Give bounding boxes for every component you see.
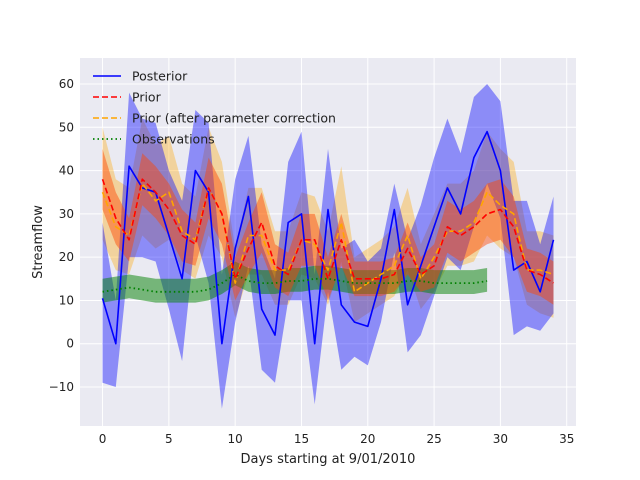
plot-background xyxy=(80,58,576,426)
posterior-line xyxy=(101,130,555,345)
uncertainty-bands xyxy=(102,84,554,409)
x-tick-label: 5 xyxy=(165,432,173,446)
x-tick-label: 35 xyxy=(559,432,574,446)
legend-label: Posterior xyxy=(132,69,188,84)
x-tick-label: 20 xyxy=(360,432,375,446)
y-tick-label: 20 xyxy=(59,250,74,264)
observations-line xyxy=(102,273,488,293)
x-tick-label: 15 xyxy=(294,432,309,446)
x-tick-label: 25 xyxy=(426,432,441,446)
prior-band xyxy=(102,148,554,305)
y-axis-ticks: −10 0 10 20 30 40 50 60 xyxy=(49,77,74,394)
y-tick-label: 30 xyxy=(59,207,74,221)
x-tick-label: 10 xyxy=(228,432,243,446)
x-tick-label: 30 xyxy=(493,432,508,446)
series-lines xyxy=(101,130,555,345)
legend: Posterior Prior Prior (after parameter cor… xyxy=(93,69,336,147)
y-axis-label: Streamflow xyxy=(31,205,46,279)
x-axis-ticks: 0 5 10 15 20 25 30 35 xyxy=(99,432,575,446)
legend-label: Observations xyxy=(132,132,215,147)
prior-after-parameter-correction-line xyxy=(101,182,554,293)
posterior-band xyxy=(102,84,554,409)
observations-band xyxy=(102,261,488,303)
y-tick-label: 10 xyxy=(59,293,74,307)
x-axis-label: Days starting at 9/01/2010 xyxy=(241,452,416,467)
grid xyxy=(80,58,576,426)
y-tick-label: −10 xyxy=(49,380,74,394)
y-tick-label: 50 xyxy=(59,120,74,134)
y-tick-label: 0 xyxy=(66,337,74,351)
legend-label: Prior xyxy=(132,90,162,105)
y-tick-label: 60 xyxy=(59,77,74,91)
legend-label: Prior (after parameter correction xyxy=(132,111,336,126)
x-tick-label: 0 xyxy=(99,432,107,446)
prior-line xyxy=(101,178,554,284)
y-tick-label: 40 xyxy=(59,164,74,178)
